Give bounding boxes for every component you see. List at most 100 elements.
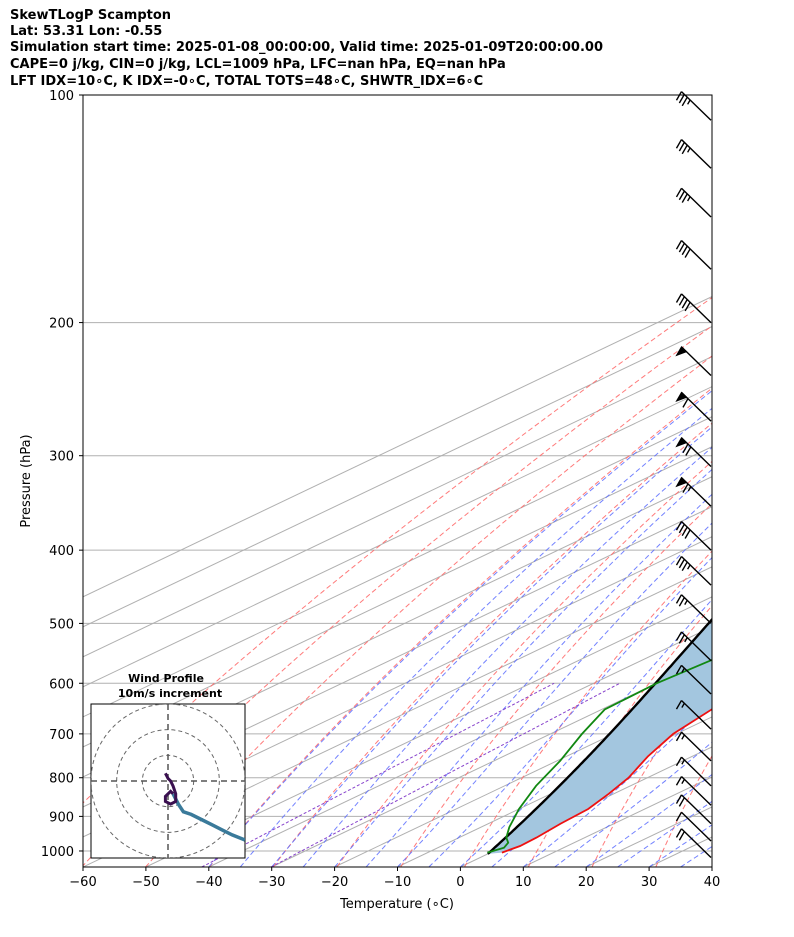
wind-barb-shaft <box>680 91 712 121</box>
wind-barb-shaft <box>680 794 712 825</box>
wind-barb-flag <box>682 483 689 493</box>
wind-barb-half-flag <box>687 486 692 492</box>
wind-barb-flag <box>684 301 691 312</box>
wind-barb-shaft <box>680 828 712 858</box>
wind-barb-flag <box>681 245 688 256</box>
wind-barb-shaft <box>680 811 712 842</box>
wind-barb-flag <box>678 523 685 534</box>
wind-barb-flag <box>681 526 688 537</box>
wind-barb-flag <box>675 756 683 767</box>
isotherm-line <box>83 566 712 867</box>
wind-barb-pennant <box>675 436 688 448</box>
wind-barb-shaft <box>680 776 712 806</box>
chart-title-line-1: SkewTLogP Scampton <box>10 8 172 23</box>
moist-adiabat <box>585 773 712 867</box>
y-tick-label: 600 <box>49 677 74 692</box>
moist-adiabat <box>711 866 712 867</box>
wind-barb-half-flag <box>684 599 688 605</box>
wind-barb-flag <box>678 142 685 152</box>
wind-barb-shaft <box>680 520 712 551</box>
x-tick-label: −50 <box>132 875 159 890</box>
isotherm-line <box>83 536 712 838</box>
hodograph-line <box>171 793 245 842</box>
wind-barb-half-flag <box>681 702 685 708</box>
inset-plot <box>91 704 245 858</box>
x-tick-label: 20 <box>578 875 595 890</box>
dry-adiabat <box>336 460 712 867</box>
mixing-ratio-line <box>270 682 621 867</box>
hodograph-low-level-loop <box>163 772 178 806</box>
wind-barb-flag <box>675 828 683 838</box>
chart-title-line-5: LFT IDX=10∘C, K IDX=-0∘C, TOTAL TOTS=48∘… <box>10 74 484 89</box>
moist-adiabat <box>397 522 712 867</box>
wind-barb-flag <box>684 529 691 539</box>
x-tick-label: −10 <box>384 875 411 890</box>
isotherm-line <box>83 326 712 628</box>
wind-barb-flag <box>678 597 685 607</box>
x-tick-label: 10 <box>515 875 532 890</box>
wind-barb <box>675 91 712 121</box>
wind-barb <box>675 594 712 624</box>
parcel-shading <box>487 619 712 854</box>
wind-barb-flag <box>678 634 685 644</box>
wind-barb-shaft <box>680 187 712 218</box>
x-tick-label: −20 <box>321 875 348 890</box>
wind-barb-shaft <box>680 664 712 695</box>
wind-barb <box>675 436 712 467</box>
wind-barb-shaft <box>680 293 712 324</box>
wind-barb-flag <box>678 558 685 569</box>
x-tick-label: 40 <box>704 875 721 890</box>
wind-barb <box>675 776 712 806</box>
isotherm-line <box>711 866 712 867</box>
wind-barb-shaft <box>680 555 712 586</box>
wind-barb <box>675 731 712 762</box>
wind-barb <box>675 811 712 842</box>
y-axis-ticks: 100 200 300 400 500 600 700 800 900 1000 <box>41 89 83 860</box>
x-tick-label: −40 <box>195 875 222 890</box>
wind-barb-half-flag <box>681 779 685 785</box>
dry-adiabat <box>464 550 712 867</box>
wind-barb <box>675 187 712 218</box>
wind-barb-flag <box>678 242 685 253</box>
wind-barb <box>675 794 712 825</box>
moist-adiabat <box>522 700 712 867</box>
wind-barb-flag <box>675 91 683 101</box>
x-axis-label: Temperature (∘C) <box>339 897 454 912</box>
wind-barb-half-flag <box>687 147 691 153</box>
moist-adiabat <box>208 390 712 867</box>
wind-barb <box>675 139 712 169</box>
isotherm-line <box>83 295 712 598</box>
wind-barb-half-flag <box>687 99 691 105</box>
y-tick-label: 300 <box>49 450 74 465</box>
wind-profile-inset: Wind Profile 10m/s increment <box>90 672 246 859</box>
wind-barb-half-flag <box>687 564 691 570</box>
wind-barb-flag <box>681 96 688 107</box>
y-tick-label: 900 <box>49 810 74 825</box>
profile-lines <box>487 617 712 855</box>
y-tick-label: 800 <box>49 772 74 787</box>
dry-adiabat <box>400 502 712 867</box>
wind-barb-flag <box>675 700 683 710</box>
wind-barb-flag <box>681 193 688 203</box>
wind-barb-flag <box>675 187 683 198</box>
wind-barb <box>675 828 712 858</box>
wind-barb-flag <box>678 831 685 841</box>
parcel-line <box>487 617 712 855</box>
wind-barb <box>675 240 712 270</box>
wind-barb-shaft <box>680 139 712 169</box>
wind-barb-pennant <box>675 391 688 403</box>
wind-barb <box>675 346 712 377</box>
wind-barb-flag <box>675 811 683 822</box>
mixing-ratio-lines <box>201 682 621 867</box>
wind-barb-flag <box>678 296 685 306</box>
wind-barb-flag <box>678 190 685 201</box>
wind-barb-flag <box>684 248 691 258</box>
dry-adiabat <box>783 95 794 867</box>
wind-barb-half-flag <box>687 196 691 202</box>
moist-adiabat <box>460 598 712 867</box>
isotherm-line <box>83 356 712 658</box>
isotherm-line <box>145 596 712 867</box>
wind-barb-shaft <box>680 594 712 624</box>
wind-barb-flag <box>682 398 689 408</box>
wind-barb-half-flag <box>681 667 685 673</box>
